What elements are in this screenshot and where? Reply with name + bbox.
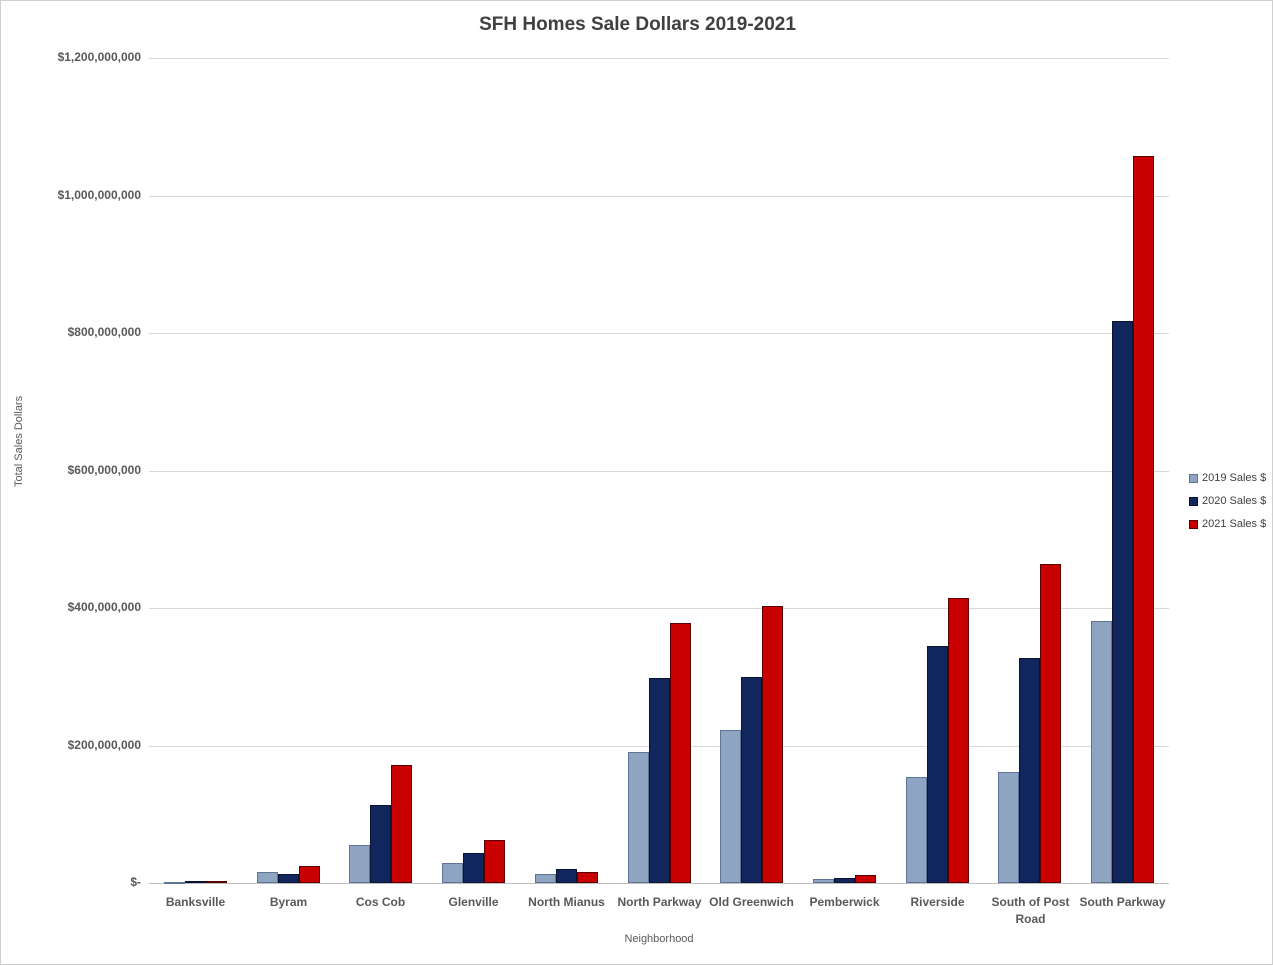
bar-2021-north-mianus — [577, 872, 598, 883]
legend: 2019 Sales $ 2020 Sales $ 2021 Sales $ — [1189, 472, 1266, 541]
legend-swatch-icon — [1189, 496, 1198, 506]
x-tick-label: North Parkway — [617, 895, 702, 909]
y-tick-label: $1,200,000,000 — [57, 50, 141, 64]
x-tick-label: Cos Cob — [355, 895, 406, 909]
x-axis-title: Neighborhood — [624, 933, 694, 945]
legend-swatch-icon — [1189, 519, 1198, 529]
bar-2019-pemberwick — [813, 879, 834, 883]
y-tick-label: $1,000,000,000 — [57, 187, 141, 202]
bar-2020-byram — [278, 874, 299, 883]
gridline — [149, 58, 1169, 59]
bar-2020-glenville — [463, 853, 484, 883]
y-tick-label: $200,000,000 — [67, 737, 141, 752]
bar-2020-riverside — [927, 646, 948, 883]
y-tick-label: $800,000,000 — [67, 325, 141, 339]
x-tick-label: Byram — [269, 895, 308, 909]
bar-2021-south-of-post-road — [1040, 564, 1061, 883]
chart-title: SFH Homes Sale Dollars 2019-2021 — [479, 14, 796, 35]
legend-item: 2021 Sales $ — [1189, 518, 1266, 530]
bar-2019-glenville — [442, 863, 463, 883]
x-tick-label: North Mianus — [528, 895, 605, 909]
bar-2020-old-greenwich — [741, 677, 762, 883]
y-tick-label: $600,000,000 — [67, 462, 141, 477]
bar-2019-riverside — [906, 777, 927, 883]
bar-2019-north-parkway — [628, 752, 649, 883]
bar-2020-north-parkway — [649, 678, 670, 883]
y-tick-label: $400,000,000 — [67, 600, 141, 614]
x-tick-label: Old Greenwich — [709, 895, 794, 909]
x-tick-label: Riverside — [910, 895, 965, 909]
bar-2019-cos-cob — [349, 845, 370, 883]
bar-2019-banksville — [164, 882, 185, 884]
bar-2020-north-mianus — [556, 869, 577, 883]
gridline — [149, 333, 1169, 334]
bar-2021-glenville — [484, 840, 505, 883]
legend-label: 2020 Sales $ — [1202, 495, 1267, 507]
bar-2020-pemberwick — [834, 878, 855, 883]
y-tick-label: $- — [130, 875, 141, 889]
bar-2021-north-parkway — [670, 623, 691, 883]
legend-swatch-icon — [1189, 473, 1198, 483]
bar-2020-south-of-post-road — [1019, 658, 1040, 883]
bar-2021-byram — [299, 866, 320, 883]
bar-2021-riverside — [948, 598, 969, 883]
plot-area — [149, 58, 1169, 884]
x-tick-label: Glenville — [448, 895, 499, 909]
bar-2021-banksville — [206, 881, 227, 883]
bar-2019-byram — [257, 872, 278, 883]
x-tick-label: Banksville — [165, 895, 226, 909]
gridline — [149, 608, 1169, 609]
x-tick-label: South Parkway — [1079, 895, 1166, 909]
bar-2021-cos-cob — [391, 765, 412, 883]
bar-2019-south-of-post-road — [998, 772, 1019, 883]
legend-item: 2019 Sales $ — [1189, 472, 1266, 484]
bar-2020-south-parkway — [1112, 321, 1133, 883]
legend-item: 2020 Sales $ — [1189, 495, 1266, 507]
bar-2020-banksville — [185, 881, 206, 883]
bar-2021-south-parkway — [1133, 156, 1154, 883]
bar-2019-south-parkway — [1091, 621, 1112, 883]
bar-2021-old-greenwich — [762, 606, 783, 883]
x-tick-label: South of Post Road — [991, 895, 1070, 926]
gridline — [149, 470, 1169, 472]
bar-2020-cos-cob — [370, 805, 391, 883]
bar-2019-old-greenwich — [720, 730, 741, 883]
gridline — [149, 195, 1169, 197]
bar-2021-pemberwick — [855, 875, 876, 883]
legend-label: 2019 Sales $ — [1202, 472, 1267, 484]
legend-label: 2021 Sales $ — [1202, 518, 1267, 530]
bar-2019-north-mianus — [535, 874, 556, 883]
x-tick-label: Pemberwick — [809, 895, 880, 909]
